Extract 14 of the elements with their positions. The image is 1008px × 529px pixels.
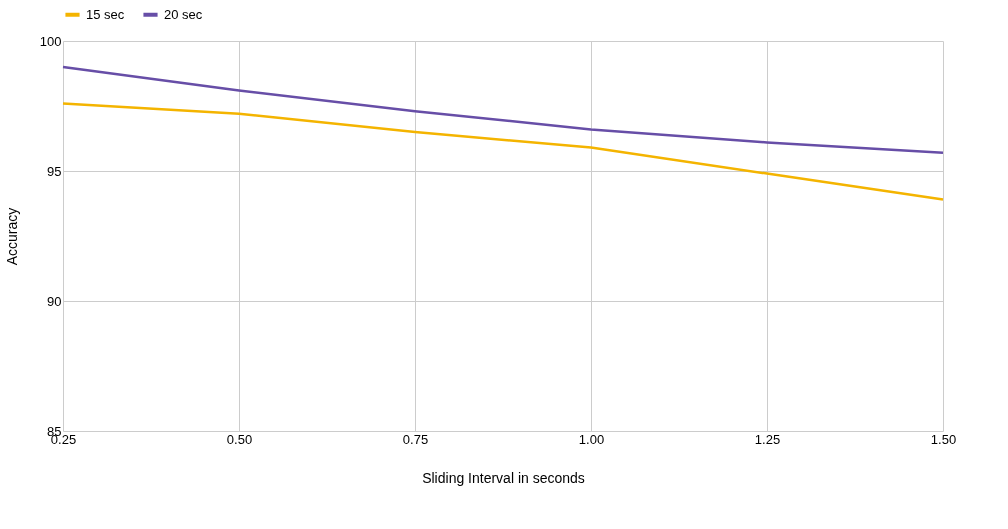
legend-label: 15 sec bbox=[86, 6, 125, 22]
x-tick-label: 0.50 bbox=[226, 431, 253, 447]
y-tick-label: 100 bbox=[39, 33, 62, 49]
x-tick-label: 0.75 bbox=[402, 431, 429, 447]
x-tick-label: 1.50 bbox=[930, 431, 957, 447]
legend-label: 20 sec bbox=[164, 6, 203, 22]
y-axis-title: Accuracy bbox=[3, 207, 20, 266]
line-series bbox=[61, 102, 945, 201]
y-tick-label: 90 bbox=[47, 293, 62, 309]
x-axis-title: Sliding Interval in seconds bbox=[422, 469, 585, 486]
y-tick-label: 95 bbox=[47, 163, 62, 179]
x-tick-label: 1.25 bbox=[754, 431, 781, 447]
x-tick-label: 1.00 bbox=[578, 431, 605, 447]
line-series bbox=[61, 65, 945, 155]
